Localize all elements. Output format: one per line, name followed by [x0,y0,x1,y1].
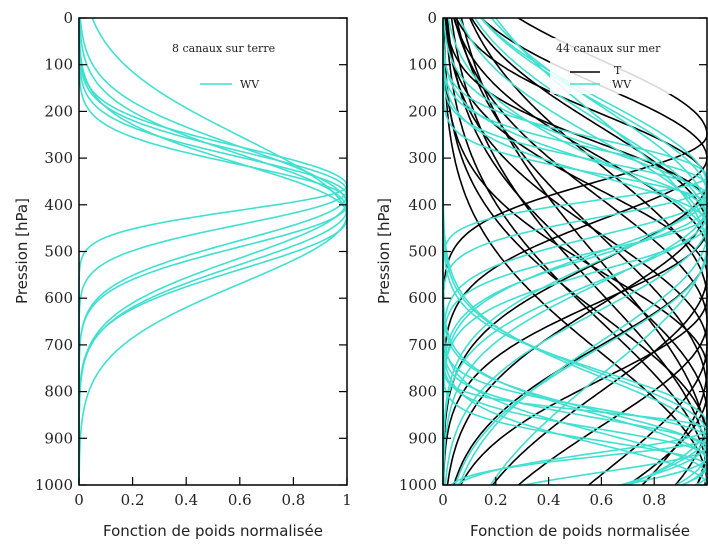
left-xtick-label: 0.6 [228,491,252,509]
left-xtick-label: 1 [342,491,352,509]
right-ytick-label: 1000 [399,476,437,494]
left-legend-label-wv: WV [240,78,260,91]
right-xtick-label: 0.6 [589,491,613,509]
right-series-t-line-10 [445,17,708,486]
left-xtick-label: 0 [74,491,84,509]
left-ytick-label: 600 [44,289,73,307]
left-panel-title: 8 canaux sur terre [172,42,275,55]
right-ytick-label: 900 [408,429,437,447]
left-x-axis-title: Fonction de poids normalisée [103,522,323,540]
right-ytick-label: 800 [408,383,437,401]
left-ytick-label: 1000 [35,476,73,494]
right-series-wv-line-23 [444,17,708,486]
right-xtick-label: 0 [438,491,448,509]
right-ytick-label: 200 [408,102,437,120]
right-series-t-line-15 [460,17,708,486]
right-series-t-line-12 [455,17,708,486]
right-ytick-label: 600 [408,289,437,307]
left-series-wv-line-8 [78,17,348,485]
left-plot-frame [78,17,348,486]
left-series-wv-line-1 [78,18,348,485]
left-xtick-label: 0.4 [174,491,198,509]
left-ytick-label: 400 [44,196,73,214]
right-ytick-label: 100 [408,56,437,74]
left-ytick-label: 300 [44,149,73,167]
left-ytick-label: 100 [44,56,73,74]
right-panel-title: 44 canaux sur mer [556,42,661,55]
right-series-t-line-16 [450,17,708,486]
left-series-wv-line-3 [78,18,348,485]
left-series-wv-line-5 [78,17,348,485]
left-y-axis-title: Pression [hPa] [13,198,31,304]
right-ytick-label: 0 [427,9,437,27]
right-ytick-label: 400 [408,196,437,214]
left-ytick-label: 900 [44,429,73,447]
right-legend-label-wv: WV [612,78,632,91]
right-ytick-label: 300 [408,149,437,167]
left-series-wv-line-2 [78,18,348,485]
right-ytick-label: 500 [408,243,437,261]
left-xtick-label: 0.2 [121,491,145,509]
right-series-wv-line-14 [442,17,708,486]
left-series-wv-line-7 [78,18,348,485]
left-series-wv-line-6 [78,18,348,485]
left-ytick-label: 800 [44,383,73,401]
right-xtick-label: 0.4 [537,491,561,509]
left-ytick-label: 200 [44,102,73,120]
right-series-wv-line-22 [442,17,708,486]
left-series-lines [78,17,348,485]
right-y-axis-title: Pression [hPa] [375,198,393,304]
right-x-axis-title: Fonction de poids normalisée [470,522,690,540]
left-series-wv-line-4 [78,18,348,485]
left-ytick-label: 700 [44,336,73,354]
left-xtick-label: 0.8 [281,491,305,509]
right-ytick-label: 700 [408,336,437,354]
right-xtick-label: 0.2 [484,491,508,509]
right-xtick-label: 0.8 [642,491,666,509]
left-ytick-label: 0 [63,9,73,27]
right-legend-label-t: T [614,64,622,77]
left-ytick-label: 500 [44,243,73,261]
